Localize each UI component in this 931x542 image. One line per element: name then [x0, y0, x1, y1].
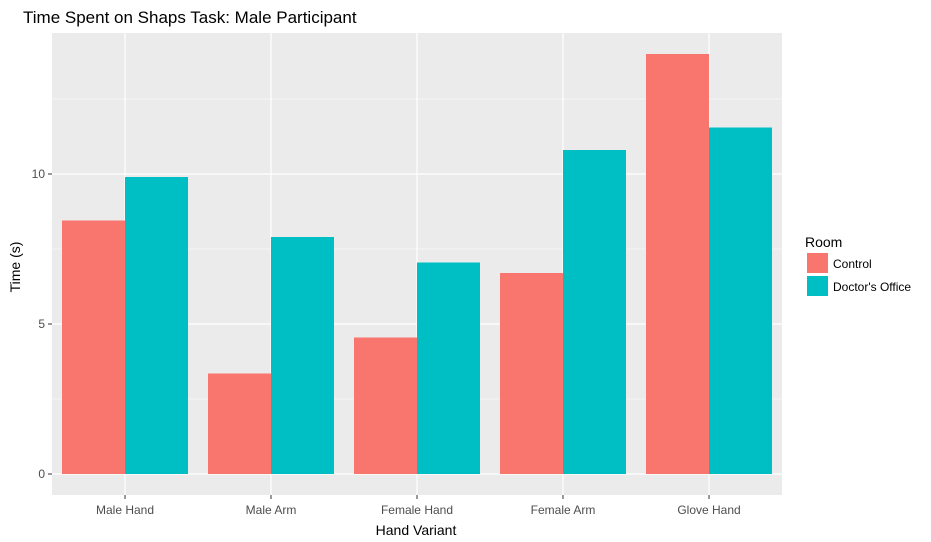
- bar: [354, 337, 417, 474]
- y-axis: 0 5 10: [32, 167, 52, 481]
- bar: [500, 273, 563, 474]
- legend-label: Control: [833, 257, 872, 271]
- x-axis: Male Hand Male Arm Female Hand Female Arm Gl…: [96, 495, 741, 517]
- bar: [125, 177, 188, 474]
- bars: [62, 54, 772, 474]
- legend-label: Doctor's Office: [833, 280, 911, 294]
- bar: [709, 127, 772, 474]
- y-axis-title: Time (s): [7, 242, 23, 293]
- legend: Room Control Doctor's Office: [805, 234, 911, 296]
- chart-title: Time Spent on Shaps Task: Male Participa…: [23, 8, 357, 27]
- bar: [271, 237, 334, 474]
- bar: [62, 220, 125, 474]
- y-tick-label: 5: [38, 317, 45, 331]
- x-tick-label: Glove Hand: [677, 503, 740, 517]
- bar: [417, 262, 480, 474]
- legend-key: [807, 276, 828, 296]
- x-tick-label: Male Arm: [246, 503, 297, 517]
- legend-title: Room: [805, 234, 842, 250]
- y-tick-label: 10: [32, 167, 46, 181]
- bar: [563, 150, 626, 474]
- bar: [646, 54, 709, 474]
- x-tick-label: Male Hand: [96, 503, 154, 517]
- legend-key: [807, 253, 828, 273]
- x-tick-label: Female Arm: [531, 503, 596, 517]
- x-tick-label: Female Hand: [381, 503, 453, 517]
- x-axis-title: Hand Variant: [376, 522, 457, 538]
- bar: [208, 373, 271, 474]
- y-tick-label: 0: [38, 467, 45, 481]
